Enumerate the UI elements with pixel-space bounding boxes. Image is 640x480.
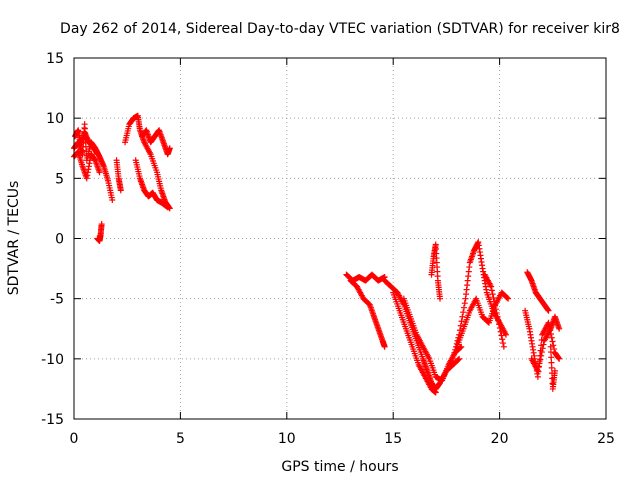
data-point (459, 313, 466, 320)
x-tick-label: 5 (176, 431, 185, 447)
x-tick-label: 25 (597, 431, 615, 447)
data-point (96, 169, 103, 176)
data-point (545, 307, 552, 314)
data-point (437, 295, 444, 302)
tick-labels: 0 5 10 15 20 25 -15 -10 -5 0 5 10 15 (41, 51, 615, 447)
data-point (109, 196, 116, 203)
data-point (493, 309, 500, 316)
data-point (548, 354, 555, 361)
data-point (548, 359, 555, 366)
data-point (496, 321, 503, 328)
y-tick-label: -10 (41, 352, 64, 368)
data-point (166, 145, 173, 152)
data-point (94, 151, 101, 158)
data-point (498, 332, 505, 339)
y-tick-label: 5 (55, 171, 64, 187)
y-tick-label: 10 (46, 111, 64, 127)
data-point (492, 306, 499, 313)
data-point (496, 324, 503, 331)
data-point (450, 352, 457, 359)
y-axis-label: SDTVAR / TECUs (6, 181, 22, 296)
data-point (98, 221, 105, 228)
data-point (455, 356, 462, 363)
y-tick-label: 15 (46, 51, 64, 67)
data-point (458, 318, 465, 325)
data-point (536, 360, 543, 367)
axis-ticks (73, 57, 607, 420)
data-point (534, 367, 541, 374)
x-tick-label: 0 (70, 431, 79, 447)
data-point (432, 389, 439, 396)
data-point (551, 367, 558, 374)
data-point (539, 345, 546, 352)
data-point (538, 337, 545, 344)
data-point (549, 338, 556, 345)
data-points (71, 112, 563, 396)
data-point (499, 336, 506, 343)
data-point (164, 204, 171, 211)
data-point (537, 356, 544, 363)
data-point (547, 343, 554, 350)
data-point (488, 283, 495, 290)
y-tick-label: -15 (41, 412, 64, 428)
data-point (457, 344, 464, 351)
data-point (163, 203, 170, 210)
data-point (538, 352, 545, 359)
data-point (460, 304, 467, 311)
x-tick-label: 20 (491, 431, 509, 447)
data-point (495, 317, 502, 324)
y-tick-label: -5 (50, 292, 64, 308)
data-point (534, 373, 541, 380)
data-point (489, 291, 496, 298)
data-point (556, 325, 563, 332)
data-point (497, 328, 504, 335)
data-point (461, 300, 468, 307)
data-point (535, 364, 542, 371)
data-point (547, 349, 554, 356)
data-point (500, 340, 507, 347)
data-point (504, 294, 511, 301)
data-point (502, 331, 509, 338)
data-point (505, 295, 512, 302)
data-point (500, 343, 507, 350)
data-point (492, 302, 499, 309)
data-point (538, 349, 545, 356)
data-point (490, 294, 497, 301)
grid-lines (74, 58, 606, 419)
data-point (456, 355, 463, 362)
data-point (540, 341, 547, 348)
x-tick-label: 15 (384, 431, 402, 447)
data-point (452, 346, 459, 353)
data-point (451, 349, 458, 356)
data-point (494, 313, 501, 320)
data-point (488, 287, 495, 294)
chart-title: Day 262 of 2014, Sidereal Day-to-day VTE… (60, 21, 620, 37)
data-point (381, 343, 388, 350)
y-tick-label: 0 (55, 232, 64, 248)
data-point (456, 327, 463, 334)
data-point (449, 355, 456, 362)
data-point (548, 334, 555, 341)
data-point (460, 309, 467, 316)
x-axis-label: GPS time / hours (281, 459, 398, 475)
x-tick-label: 10 (278, 431, 296, 447)
data-point (551, 346, 558, 353)
data-point (117, 187, 124, 194)
data-point (457, 322, 464, 329)
data-point (556, 355, 563, 362)
data-point (548, 364, 555, 371)
data-point (491, 298, 498, 305)
